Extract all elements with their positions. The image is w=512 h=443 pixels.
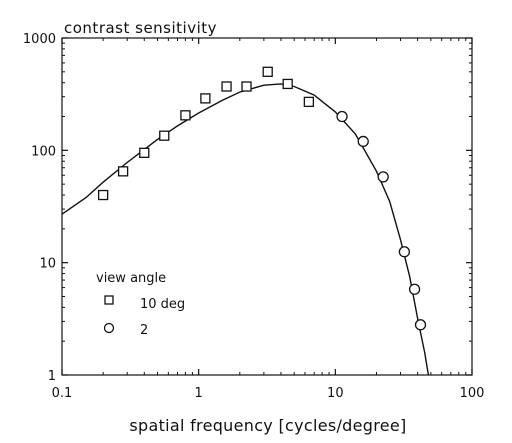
legend: view angle 10 deg 2 xyxy=(96,271,185,338)
circle-marker xyxy=(377,171,389,183)
sensitivity-curve xyxy=(61,83,430,376)
square-marker xyxy=(200,93,211,104)
legend-title: view angle xyxy=(96,271,166,286)
square-marker xyxy=(97,189,109,201)
circle-marker xyxy=(408,283,421,295)
square-marker xyxy=(262,66,273,77)
y-tick-label: 100 xyxy=(31,144,56,159)
legend-item-label: 2 xyxy=(140,323,148,338)
square-marker xyxy=(139,147,150,158)
square-marker xyxy=(241,81,252,92)
square-marker xyxy=(282,78,293,90)
legend-circle-marker xyxy=(103,322,115,334)
fit-curve xyxy=(61,83,430,376)
y-tick-label: 10 xyxy=(39,257,56,272)
circle-marker xyxy=(414,319,427,331)
x-tick-label: 10 xyxy=(327,386,344,401)
axes: 0.1 1 10 100 1 10 100 1000 xyxy=(23,32,485,401)
square-marker xyxy=(117,166,129,177)
legend-item-label: 10 deg xyxy=(140,297,185,312)
circle-marker xyxy=(357,135,369,148)
y-tick-label: 1 xyxy=(48,369,56,384)
x-tick-label: 1 xyxy=(195,386,203,401)
square-marker xyxy=(303,96,314,108)
y-axis-label: contrast sensitivity xyxy=(64,19,217,37)
circle-marker xyxy=(398,246,411,258)
square-marker xyxy=(221,81,232,92)
x-axis-label: spatial frequency [cycles/degree] xyxy=(129,416,406,435)
circle-marker xyxy=(336,110,348,123)
data-markers xyxy=(97,66,427,331)
square-marker xyxy=(180,110,191,121)
square-marker xyxy=(159,130,170,141)
plot-area xyxy=(61,37,473,376)
legend-square-marker xyxy=(104,295,114,305)
x-tick-label: 0.1 xyxy=(52,386,73,401)
x-tick-label: 100 xyxy=(460,386,485,401)
plot-frame xyxy=(61,37,473,376)
y-tick-label: 1000 xyxy=(23,32,56,47)
